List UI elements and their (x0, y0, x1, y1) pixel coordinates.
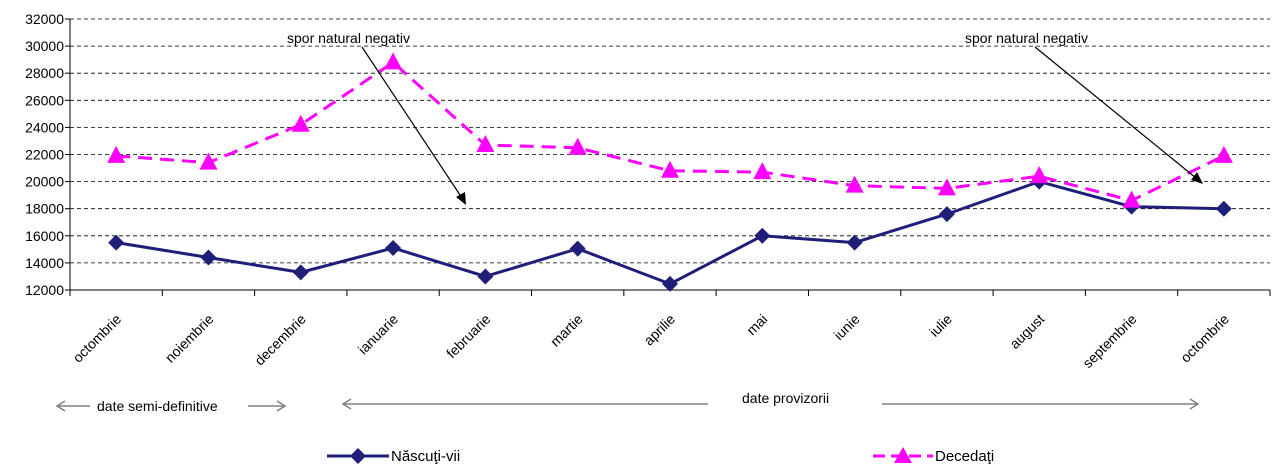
x-tick-label: octombrie (1177, 311, 1232, 366)
data-point-triangle (937, 178, 956, 196)
x-tick-label: martie (547, 311, 586, 350)
series-line-0 (115, 180, 1224, 286)
y-tick-label: 18000 (25, 201, 64, 217)
series-layer (107, 52, 1233, 292)
axes (69, 19, 1270, 291)
period-label-semi-definitive: date semi-definitive (97, 398, 218, 414)
period-semi-definitive (55, 400, 287, 412)
y-tick-label: 22000 (25, 147, 64, 163)
annotation-left: spor natural negativ (287, 30, 410, 46)
legend-marker-diamond (350, 448, 366, 464)
x-tick-label: august (1006, 311, 1047, 352)
data-point-diamond (477, 268, 494, 285)
x-axis-ticks: octombrie noiembrie decembrie ianuarie febru… (69, 290, 1271, 371)
period-provizorii (341, 398, 1200, 410)
y-tick-label: 26000 (25, 92, 64, 108)
grid-lines (70, 18, 1270, 264)
legend-item-decedati: Decedaţi (873, 447, 994, 465)
legend-item-nascuti: Născuţi-vii (327, 448, 460, 465)
x-tick-label: noiembrie (162, 311, 217, 366)
legend-label-nascuti: Născuţi-vii (391, 448, 460, 465)
legend: Născuţi-vii Decedaţi (327, 447, 994, 465)
data-point-triangle (845, 175, 864, 193)
data-point-triangle (291, 114, 310, 132)
data-point-diamond (108, 234, 125, 251)
x-tick-label: septembrie (1079, 311, 1139, 371)
data-point-triangle (107, 145, 126, 163)
annotation-arrow-right (1034, 46, 1203, 184)
y-tick-label: 30000 (25, 38, 64, 54)
x-tick-label: februarie (443, 311, 494, 362)
data-point-triangle (1214, 145, 1233, 163)
y-tick-label: 24000 (25, 119, 64, 135)
y-tick-label: 28000 (25, 65, 64, 81)
y-tick-label: 16000 (25, 228, 64, 244)
y-tick-label: 12000 (25, 282, 64, 298)
data-point-diamond (662, 275, 678, 292)
x-tick-label: mai (743, 311, 770, 338)
data-point-diamond (754, 227, 771, 244)
data-point-triangle (661, 160, 679, 178)
data-point-diamond (385, 239, 402, 256)
data-point-diamond (200, 249, 217, 266)
y-tick-label: 20000 (25, 174, 64, 190)
annotation-right: spor natural negativ (965, 30, 1088, 46)
data-point-diamond (1215, 200, 1232, 217)
data-point-triangle (476, 135, 495, 153)
x-tick-label: octombrie (69, 311, 124, 366)
data-point-triangle (384, 52, 403, 70)
data-point-diamond (846, 234, 863, 251)
data-point-triangle (199, 152, 218, 170)
y-tick-label: 14000 (25, 255, 64, 271)
legend-label-decedati: Decedaţi (935, 448, 994, 465)
period-label-provizorii: date provizorii (742, 390, 829, 406)
legend-marker-triangle (894, 447, 912, 463)
series-line-1 (116, 60, 1225, 203)
x-tick-label: iulie (926, 311, 955, 340)
data-point-triangle (1122, 190, 1141, 208)
data-point-triangle (568, 137, 587, 155)
data-point-diamond (938, 206, 955, 223)
x-tick-label: iunie (830, 311, 862, 343)
x-tick-label: ianuarie (355, 311, 402, 358)
data-point-triangle (1030, 166, 1049, 184)
data-point-diamond (569, 240, 586, 257)
data-point-triangle (753, 162, 772, 180)
x-tick-label: aprilie (640, 311, 678, 349)
data-point-diamond (292, 264, 309, 281)
y-axis-ticks: 12000 14000 16000 18000 20000 22000 24000 26000… (25, 11, 70, 298)
y-tick-label: 32000 (25, 11, 64, 27)
x-tick-label: decembrie (251, 311, 309, 369)
annotation-arrow-left (361, 46, 466, 205)
